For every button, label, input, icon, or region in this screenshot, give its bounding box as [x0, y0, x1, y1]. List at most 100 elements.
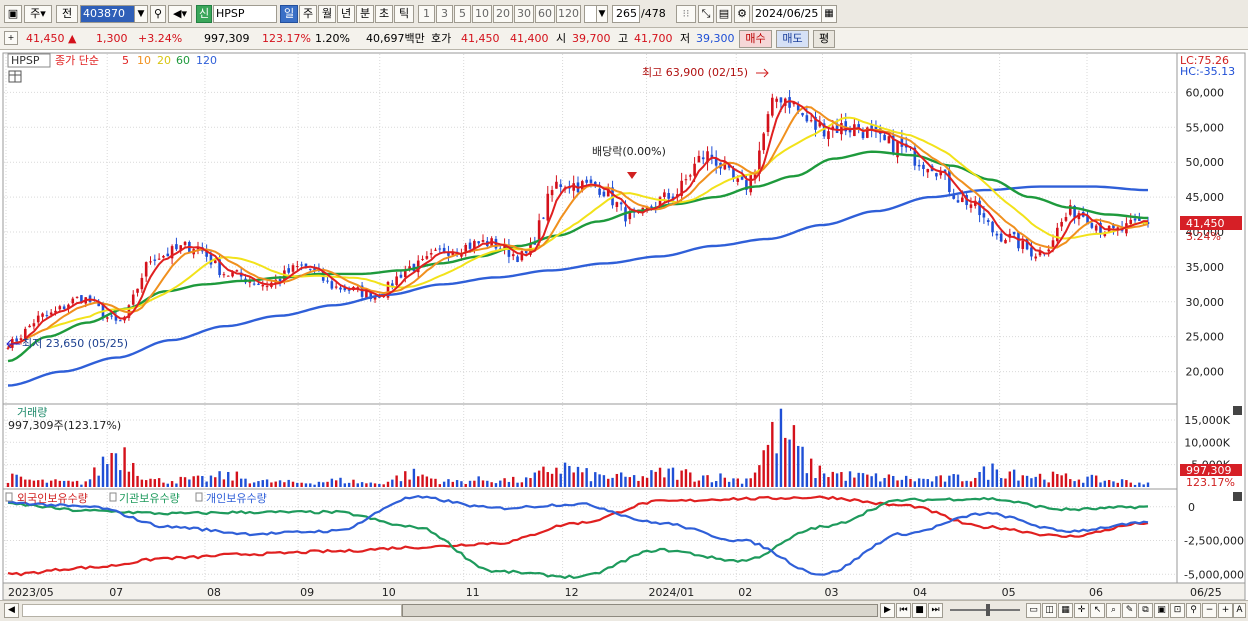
font-size-icon[interactable]: A	[1233, 603, 1246, 618]
candle-body	[585, 179, 588, 183]
interval-20[interactable]: 20	[493, 5, 513, 23]
calendar-icon[interactable]: ▦	[821, 5, 837, 23]
candle-body	[6, 347, 10, 349]
pencil-icon[interactable]: ✎	[1122, 603, 1137, 618]
image-icon[interactable]: ▣	[1154, 603, 1169, 618]
chart-toolbar: ▣ 주▾ 전 403870 ▼ ⚲ ◀▾ 신 HPSP 일 주 월 년 분 초 …	[0, 0, 1248, 28]
save-icon[interactable]: ▤	[716, 5, 732, 23]
candle-body	[1025, 238, 1029, 250]
crosshair-tool-icon[interactable]: ✛	[1074, 603, 1089, 618]
interval-30[interactable]: 30	[514, 5, 534, 23]
period-tab-month[interactable]: 월	[318, 5, 336, 23]
copy-icon[interactable]: ⧉	[1138, 603, 1153, 618]
volume-bar	[702, 475, 705, 487]
search-icon[interactable]: ⚲	[150, 5, 166, 23]
volume-bar	[97, 475, 100, 487]
expand-icon[interactable]: +	[4, 31, 18, 45]
period-tab-second[interactable]: 초	[375, 5, 393, 23]
tile-icon[interactable]: ▭	[1026, 603, 1041, 618]
interval-120[interactable]: 120	[556, 5, 581, 23]
close-pane-icon[interactable]	[1233, 406, 1242, 415]
zoom-slider-handle[interactable]	[986, 604, 990, 616]
buy-button[interactable]: 매수	[739, 30, 772, 48]
candle-body	[231, 272, 234, 277]
period-tab-year[interactable]: 년	[337, 5, 355, 23]
high-label: 고	[618, 32, 629, 45]
price-type-selector[interactable]: 전	[56, 5, 78, 23]
volume-bar	[209, 475, 213, 487]
close-pane-icon[interactable]	[1233, 492, 1242, 501]
first-icon[interactable]: ⏮	[896, 603, 911, 618]
candle-body	[49, 312, 53, 315]
interval-10[interactable]: 10	[472, 5, 492, 23]
chevron-down-icon[interactable]: ▼	[134, 5, 148, 23]
chart-scrollbar[interactable]: ◀ ▶ ⏮ ■ ⏭ ▭ ◫ ▦ ✛ ↖ ⌕ ✎ ⧉ ▣ ⊡ ⚲ − + A	[0, 600, 1248, 621]
candle-body	[97, 302, 100, 307]
zoom-in-icon[interactable]: ⌕	[1106, 603, 1121, 618]
speaker-icon[interactable]: ◀▾	[168, 5, 192, 23]
volume-bar	[602, 475, 606, 487]
interval-60[interactable]: 60	[535, 5, 555, 23]
volume-bar	[257, 481, 260, 487]
lock-icon[interactable]: ⊡	[1170, 603, 1185, 618]
eval-button[interactable]: 평	[813, 30, 835, 48]
plus-icon[interactable]: +	[1218, 603, 1233, 618]
candle-body	[1021, 241, 1025, 249]
stock-code-input[interactable]: 403870	[80, 5, 135, 23]
candle-body	[28, 325, 31, 328]
data-count-total: /478	[641, 7, 666, 20]
volume-bar	[619, 472, 623, 487]
stock-name-field[interactable]: HPSP	[213, 5, 277, 23]
window-icon[interactable]: ◫	[1042, 603, 1057, 618]
gear-icon[interactable]: ⚙	[734, 5, 750, 23]
trendline-icon[interactable]: ↖	[1090, 603, 1105, 618]
data-count-input[interactable]: 265	[612, 5, 640, 23]
volume-bar	[235, 471, 239, 487]
volume-bar	[1103, 480, 1107, 487]
sell-button[interactable]: 매도	[776, 30, 809, 48]
chevron-down-icon[interactable]: ▼	[596, 5, 608, 23]
grid-icon[interactable]: ⁝⁝	[676, 5, 696, 23]
last-price-tag	[1180, 216, 1242, 230]
minus-icon[interactable]: −	[1202, 603, 1217, 618]
period-tab-day[interactable]: 일	[280, 5, 298, 23]
date-input[interactable]: 2024/06/25	[752, 5, 822, 23]
volume-bar	[339, 477, 342, 487]
scroll-left-icon[interactable]: ◀	[4, 603, 19, 618]
volume-bar	[922, 478, 925, 487]
scroll-thumb[interactable]	[402, 604, 878, 617]
crosshair-icon[interactable]: ⤡	[698, 5, 714, 23]
volume-bar	[663, 477, 666, 487]
volume-bar	[1004, 478, 1007, 487]
stop-icon[interactable]: ■	[912, 603, 927, 618]
volume-bar	[360, 482, 364, 487]
last-icon[interactable]: ⏭	[928, 603, 943, 618]
zoom-slider[interactable]	[950, 609, 1020, 611]
candle-body	[287, 268, 290, 273]
period-tab-minute[interactable]: 분	[356, 5, 374, 23]
search-icon[interactable]: ⚲	[1186, 603, 1201, 618]
date-tick-label: 05	[1002, 586, 1016, 599]
candle-body	[308, 268, 312, 270]
period-selector[interactable]: 주▾	[24, 5, 52, 23]
symbol-tag[interactable]	[7, 53, 51, 68]
candle-body	[23, 328, 27, 339]
stock-chart[interactable]: 60,00055,00050,00045,00040,00035,00030,0…	[0, 51, 1248, 601]
period-tab-tick[interactable]: 틱	[394, 5, 414, 23]
grid-view-icon[interactable]: ▦	[1058, 603, 1073, 618]
interval-3[interactable]: 3	[436, 5, 453, 23]
candle-body	[835, 123, 839, 134]
interval-5[interactable]: 5	[454, 5, 471, 23]
period-tab-week[interactable]: 주	[299, 5, 317, 23]
volume-bar	[775, 453, 778, 487]
candle-body	[922, 164, 925, 169]
candle-body	[421, 258, 424, 260]
scroll-right-icon[interactable]: ▶	[880, 603, 895, 618]
interval-1[interactable]: 1	[418, 5, 435, 23]
volume-ratio: 123.17%	[262, 32, 311, 45]
scroll-track[interactable]	[22, 604, 402, 617]
candle-body	[1112, 225, 1115, 229]
legend-individual: 개인보유수량	[206, 492, 267, 505]
candle-body	[136, 288, 139, 293]
layout-icon[interactable]: ▣	[4, 5, 22, 23]
